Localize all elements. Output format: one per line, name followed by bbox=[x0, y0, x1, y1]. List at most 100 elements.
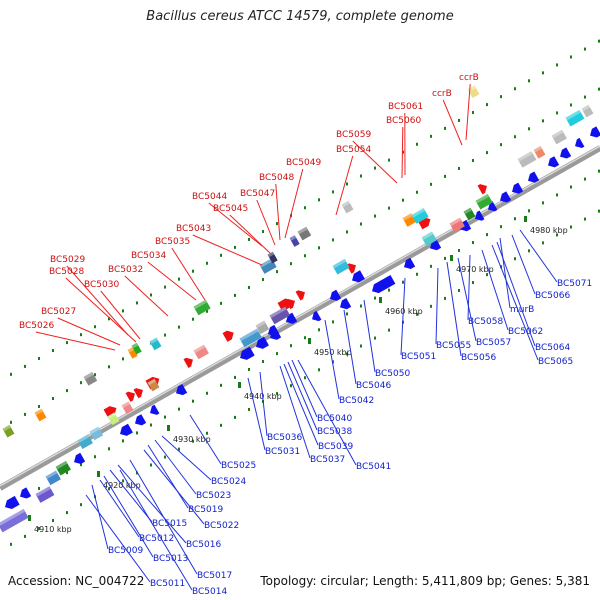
callout-label-reverse[interactable]: BC5040 bbox=[291, 359, 352, 424]
gene-block[interactable] bbox=[581, 104, 594, 118]
reverse-gene[interactable] bbox=[266, 324, 280, 339]
gene-block[interactable] bbox=[107, 412, 120, 426]
gene-block[interactable] bbox=[131, 342, 142, 355]
callout-label-forward[interactable]: BC5035 bbox=[155, 237, 206, 301]
gene-block[interactable] bbox=[35, 486, 55, 503]
callout-label-forward[interactable]: BC5043 bbox=[176, 224, 263, 266]
callout-label-reverse[interactable]: BC5042 bbox=[324, 319, 374, 406]
reverse-gene[interactable] bbox=[588, 126, 600, 140]
gene-block[interactable] bbox=[0, 508, 29, 533]
gene-block[interactable] bbox=[34, 408, 47, 422]
gene-block[interactable] bbox=[421, 231, 437, 247]
reverse-gene[interactable] bbox=[238, 346, 255, 363]
callout-label-reverse[interactable]: BC5065 bbox=[491, 244, 573, 367]
callout-label-reverse[interactable]: BC5039 bbox=[283, 363, 353, 452]
callout-label-reverse[interactable]: BC5058 bbox=[467, 254, 503, 327]
callout-label-forward[interactable]: BC5060 bbox=[386, 116, 421, 179]
gene-block[interactable] bbox=[289, 235, 300, 247]
callout-label-reverse[interactable]: BC5031 bbox=[247, 377, 300, 457]
gene-block[interactable] bbox=[55, 460, 71, 476]
gene-block[interactable] bbox=[89, 426, 104, 441]
gene-block[interactable] bbox=[127, 347, 138, 359]
reverse-gene[interactable] bbox=[72, 452, 86, 467]
forward-gene[interactable] bbox=[295, 288, 308, 301]
callout-label-forward[interactable]: BC5027 bbox=[41, 307, 121, 346]
reverse-gene[interactable] bbox=[402, 257, 416, 272]
gene-block[interactable] bbox=[147, 378, 160, 392]
callout-label-reverse[interactable]: BC5009 bbox=[91, 484, 143, 556]
reverse-gene[interactable] bbox=[573, 137, 585, 151]
callout-label-forward[interactable]: BC5054 bbox=[335, 145, 371, 216]
callout-label-reverse[interactable]: BC5016 bbox=[117, 464, 221, 550]
gene-block[interactable] bbox=[475, 193, 493, 210]
reverse-gene[interactable] bbox=[174, 383, 188, 398]
callout-label-reverse[interactable]: BC5023 bbox=[154, 439, 231, 501]
reverse-gene[interactable] bbox=[350, 270, 365, 285]
callout-label-reverse[interactable]: BC5066 bbox=[511, 234, 570, 301]
gene-block[interactable] bbox=[269, 306, 291, 325]
callout-label-reverse[interactable]: BC5013 bbox=[103, 475, 188, 564]
gene-block[interactable] bbox=[83, 371, 98, 386]
reverse-gene[interactable] bbox=[370, 275, 396, 296]
callout-label-forward[interactable]: ccrB bbox=[432, 89, 463, 146]
gene-block[interactable] bbox=[267, 251, 278, 264]
forward-gene[interactable] bbox=[285, 297, 298, 310]
reverse-gene[interactable] bbox=[546, 156, 560, 170]
callout-label-reverse[interactable]: BC5055 bbox=[435, 267, 471, 351]
reverse-gene[interactable] bbox=[133, 414, 147, 428]
reverse-gene[interactable] bbox=[18, 487, 32, 501]
callout-label-reverse[interactable]: BC5036 bbox=[259, 371, 302, 443]
callout-label-reverse[interactable]: BC5037 bbox=[279, 365, 345, 465]
reverse-gene[interactable] bbox=[328, 289, 342, 304]
gene-block[interactable] bbox=[121, 401, 134, 415]
reverse-gene[interactable] bbox=[558, 147, 572, 161]
gene-block[interactable] bbox=[341, 200, 354, 214]
reverse-gene[interactable] bbox=[310, 310, 322, 324]
reverse-gene[interactable] bbox=[148, 404, 160, 418]
reverse-gene[interactable] bbox=[526, 171, 540, 186]
gene-block[interactable] bbox=[297, 226, 312, 241]
gene-block[interactable] bbox=[332, 258, 350, 275]
callout-label-reverse[interactable]: BC5022 bbox=[143, 449, 239, 531]
gene-block[interactable] bbox=[149, 337, 162, 351]
callout-label-reverse[interactable]: BC5024 bbox=[161, 435, 246, 487]
gene-block[interactable] bbox=[411, 208, 429, 224]
reverse-gene[interactable] bbox=[118, 423, 133, 439]
gene-block[interactable] bbox=[449, 217, 465, 233]
callout-label-forward[interactable]: BC5044 bbox=[192, 192, 263, 247]
callout-label-reverse[interactable]: BC5064 bbox=[496, 241, 570, 353]
callout-label-reverse[interactable]: BC5011 bbox=[85, 494, 185, 589]
gene-block[interactable] bbox=[239, 328, 262, 348]
forward-gene[interactable] bbox=[125, 389, 138, 402]
reverse-gene[interactable] bbox=[510, 182, 524, 197]
forward-gene[interactable] bbox=[477, 182, 490, 195]
gene-block[interactable] bbox=[533, 145, 546, 159]
forward-gene[interactable] bbox=[133, 386, 146, 399]
callout-label-forward[interactable]: BC5049 bbox=[284, 158, 321, 239]
callout-label-forward[interactable]: BC5061 bbox=[388, 102, 423, 176]
callout-label-forward[interactable]: BC5059 bbox=[336, 130, 398, 184]
gene-block[interactable] bbox=[2, 424, 15, 438]
callout-label-reverse[interactable]: BC5050 bbox=[363, 299, 410, 379]
gene-block[interactable] bbox=[517, 151, 537, 168]
callout-label-reverse[interactable]: BC5046 bbox=[343, 309, 391, 391]
callout-label-forward[interactable]: BC5034 bbox=[131, 251, 197, 301]
reverse-gene[interactable] bbox=[338, 298, 352, 312]
callout-label-reverse[interactable]: BC5017 bbox=[129, 459, 232, 581]
gene-block[interactable] bbox=[551, 129, 567, 145]
callout-label-reverse[interactable]: BC5012 bbox=[99, 479, 174, 544]
callout-label-forward[interactable]: ccrB bbox=[459, 73, 479, 141]
callout-label-reverse[interactable]: BC5056 bbox=[446, 261, 496, 363]
callout-label-reverse[interactable]: BC5019 bbox=[147, 444, 223, 515]
callout-label-reverse[interactable]: BC5014 bbox=[119, 469, 227, 597]
callout-label-forward[interactable]: BC5048 bbox=[259, 173, 294, 241]
gene-block[interactable] bbox=[463, 207, 476, 221]
reverse-gene[interactable] bbox=[498, 191, 512, 205]
reverse-gene[interactable] bbox=[3, 495, 20, 512]
callout-label-reverse[interactable]: BC5041 bbox=[297, 359, 391, 472]
gene-block[interactable] bbox=[77, 434, 93, 450]
gene-block[interactable] bbox=[45, 470, 61, 486]
gene-block[interactable] bbox=[193, 299, 211, 316]
callout-label-forward[interactable]: BC5026 bbox=[19, 321, 116, 351]
callout-label-reverse[interactable]: BC5062 bbox=[481, 249, 543, 337]
